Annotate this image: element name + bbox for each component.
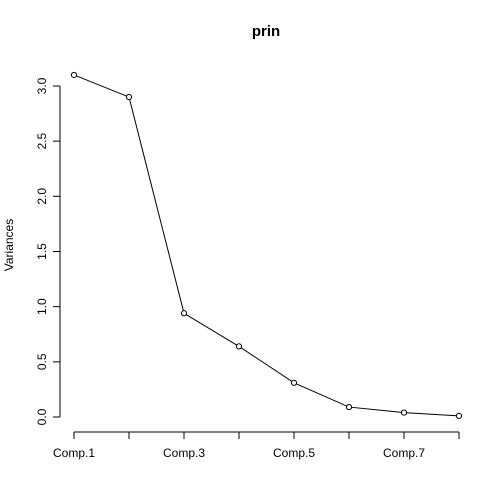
y-tick-label: 0.5 [35, 353, 49, 370]
chart-title: prin [252, 23, 280, 40]
data-point [455, 412, 463, 419]
y-axis: 0.0 0.5 1.0 1.5 2.0 2.5 3.0 [35, 77, 61, 425]
data-point [400, 409, 408, 416]
y-tick-label: 3.0 [35, 77, 49, 94]
y-tick-label: 2.5 [35, 133, 49, 150]
series-line [70, 71, 463, 419]
x-tick-label: Comp.7 [383, 446, 425, 460]
data-point [345, 403, 353, 411]
series-path [73, 74, 460, 417]
x-tick-label: Comp.1 [53, 446, 95, 460]
y-tick-label: 0.0 [35, 408, 49, 425]
data-point [180, 310, 188, 317]
y-axis-label: Variances [2, 219, 16, 271]
y-tick-label: 1.5 [35, 243, 49, 260]
data-point [235, 343, 243, 350]
x-axis: Comp.1 Comp.3 Comp.5 Comp.7 [53, 431, 460, 460]
data-point [70, 71, 78, 79]
x-tick-label: Comp.5 [273, 446, 315, 460]
y-tick-label: 2.0 [35, 188, 49, 205]
x-tick-label: Comp.3 [163, 446, 205, 460]
data-point [125, 93, 133, 101]
data-point [290, 379, 298, 386]
y-tick-label: 1.0 [35, 298, 49, 315]
